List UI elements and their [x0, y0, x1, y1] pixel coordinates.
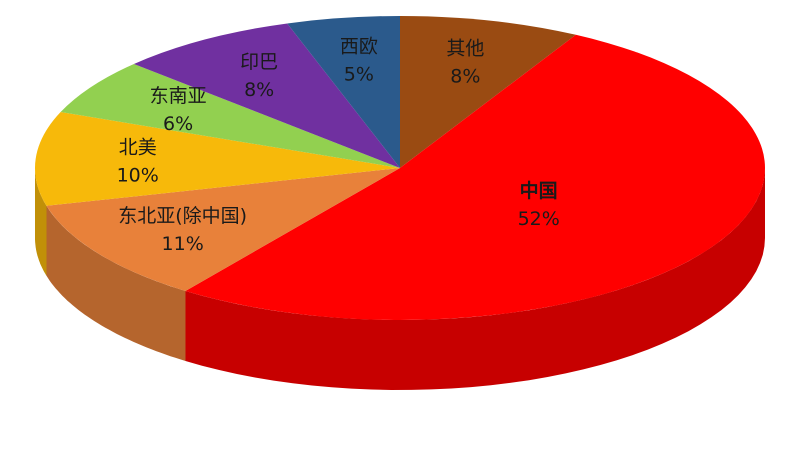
slice — [287, 16, 400, 168]
value-label: 8% — [450, 65, 480, 87]
slice-label: 印巴 — [240, 51, 278, 73]
slice-label: 东南亚 — [150, 85, 207, 107]
slice-label: 其他 — [446, 37, 484, 59]
value-label: 10% — [117, 165, 159, 187]
slice-side — [46, 205, 186, 361]
slice — [400, 16, 576, 168]
value-label: 52% — [518, 208, 560, 230]
slice-side — [185, 168, 765, 390]
slice — [35, 112, 401, 206]
slice-label: 东北亚(除中国) — [118, 205, 247, 227]
value-label: 5% — [344, 63, 374, 85]
slice — [46, 168, 400, 291]
slice-label: 北美 — [119, 137, 157, 159]
value-label: 6% — [163, 113, 193, 135]
slice-side — [35, 168, 47, 276]
slice-label: 中国 — [520, 179, 558, 202]
slice — [185, 34, 765, 320]
slice-label: 西欧 — [340, 35, 378, 57]
value-label: 8% — [244, 79, 274, 101]
slice — [133, 23, 400, 169]
slice — [60, 63, 400, 169]
value-label: 11% — [162, 233, 204, 255]
